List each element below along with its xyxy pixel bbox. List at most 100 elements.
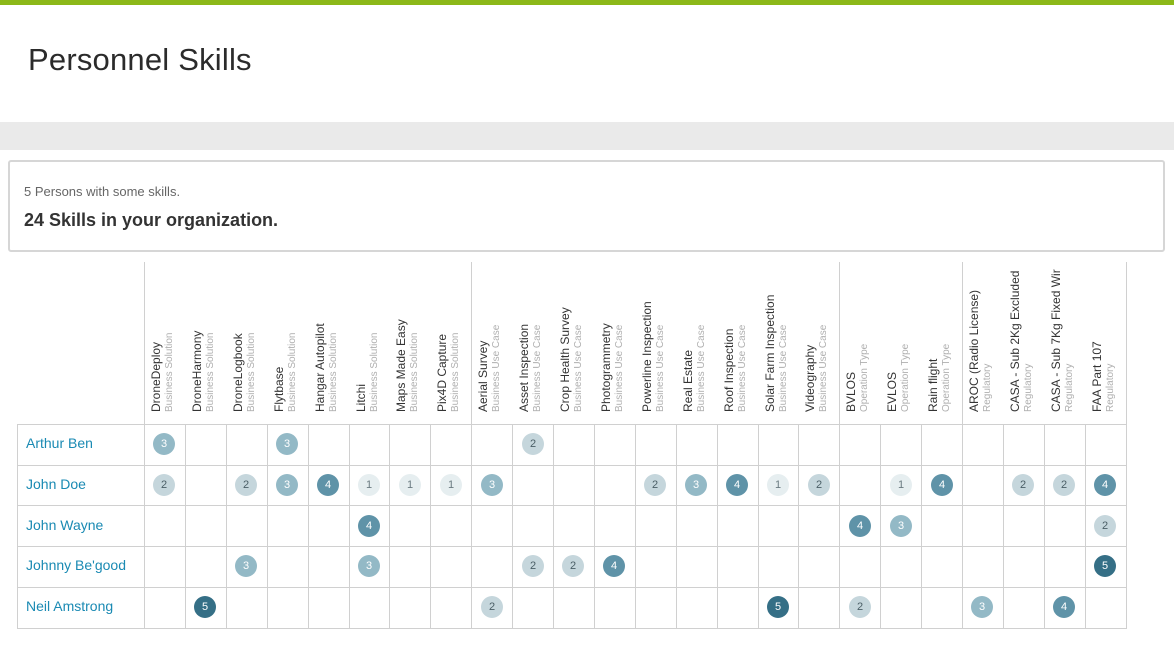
skill-category: Business Use Case [737,324,748,412]
skill-name: Aerial Survey [476,340,490,412]
grid-column-divider [389,424,390,628]
skill-column-header[interactable]: Roof Inspection Business Use Case [722,325,749,412]
skill-level-badge[interactable]: 4 [317,474,339,496]
skill-column-header[interactable]: Flytbase Business Solution [272,333,299,413]
skill-level-badge[interactable]: 4 [603,555,625,577]
grid-column-divider [594,424,595,628]
skill-category: Regulatory [1105,363,1116,412]
skill-level-badge[interactable]: 2 [644,474,666,496]
skill-column-header[interactable]: Photogrammetry Business Use Case [599,323,626,412]
grid-column-divider [635,424,636,628]
skill-level-badge[interactable]: 3 [276,433,298,455]
skill-level-badge[interactable]: 2 [481,596,503,618]
person-name-link[interactable]: Arthur Ben [26,435,93,451]
person-name-link[interactable]: John Doe [26,476,86,492]
skill-column-header[interactable]: DroneLogbook Business Solution [231,333,258,413]
skill-category: Business Solution [246,332,257,413]
skill-column-header[interactable]: Powerline Inspection Business Use Case [640,301,667,412]
skill-column-header[interactable]: FAA Part 107 Regulatory [1090,341,1117,412]
person-name-link[interactable]: Johnny Be'good [26,557,126,573]
skill-level-badge[interactable]: 3 [685,474,707,496]
skills-count-text: 24 Skills in your organization. [24,210,279,230]
skill-level-badge[interactable]: 2 [1094,515,1116,537]
skill-column-header[interactable]: Crop Health Survey Business Use Case [558,307,585,412]
skill-level-badge[interactable]: 1 [399,474,421,496]
skill-column-header[interactable]: Real Estate Business Use Case [681,325,708,412]
skill-category: Business Solution [369,332,380,413]
skill-level-badge[interactable]: 3 [481,474,503,496]
skill-column-header[interactable]: CASA - Sub 2Kg Excluded Regulatory [1008,271,1035,412]
skill-level-badge[interactable]: 4 [358,515,380,537]
skill-column-header[interactable]: Aerial Survey Business Use Case [476,325,503,412]
skill-level-badge[interactable]: 5 [194,596,216,618]
skill-column-header[interactable]: EVLOS Operation Type [885,344,912,412]
skill-level-badge[interactable]: 2 [235,474,257,496]
skill-level-badge[interactable]: 1 [890,474,912,496]
page-title: Personnel Skills [28,42,252,77]
skill-level-badge[interactable]: 3 [358,555,380,577]
skill-category: Business Use Case [573,324,584,412]
skill-name: Roof Inspection [722,328,736,412]
skill-column-header[interactable]: CASA - Sub 7Kg Fixed Wir Regulatory [1049,269,1076,412]
skill-category: Business Use Case [655,324,666,412]
skill-name: Real Estate [681,349,695,412]
grid-column-divider [471,262,472,628]
skill-level-badge[interactable]: 5 [1094,555,1116,577]
skill-column-header[interactable]: DroneDeploy Business Solution [149,333,176,413]
skill-column-header[interactable]: AROC (Radio License) Regulatory [967,290,994,412]
skill-column-header[interactable]: Maps Made Easy Business Solution [394,319,421,412]
grid-column-divider [758,424,759,628]
skill-column-header[interactable]: Hangar Autopilot Business Solution [313,323,340,412]
grid-column-divider [798,424,799,628]
skill-category: Business Solution [328,332,339,413]
skill-level-badge[interactable]: 3 [235,555,257,577]
grid-column-divider [1044,424,1045,628]
skill-level-badge[interactable]: 1 [358,474,380,496]
skill-name: Rain flight [926,358,940,412]
skill-category: Operation Type [859,343,870,412]
skill-column-header[interactable]: Videography Business Use Case [803,325,830,412]
skill-level-badge[interactable]: 3 [890,515,912,537]
skill-column-header[interactable]: Rain flight Operation Type [926,344,953,412]
grid-column-divider [144,262,145,628]
skill-column-header[interactable]: DroneHarmony Business Solution [190,331,217,412]
skill-level-badge[interactable]: 3 [971,596,993,618]
skill-column-header[interactable]: Litchi Business Solution [354,333,381,413]
skill-level-badge[interactable]: 5 [767,596,789,618]
skill-category: Business Solution [205,332,216,413]
skill-level-badge[interactable]: 1 [440,474,462,496]
skill-level-badge[interactable]: 4 [849,515,871,537]
skill-level-badge[interactable]: 2 [153,474,175,496]
person-name-link[interactable]: John Wayne [26,517,104,533]
skill-level-badge[interactable]: 2 [1053,474,1075,496]
skill-level-badge[interactable]: 2 [522,433,544,455]
grid-column-divider [267,424,268,628]
skill-level-badge[interactable]: 3 [276,474,298,496]
skill-name: Crop Health Survey [558,307,572,412]
skill-level-badge[interactable]: 2 [522,555,544,577]
skill-column-header[interactable]: Asset Inspection Business Use Case [517,324,544,412]
skill-level-badge[interactable]: 2 [808,474,830,496]
skill-column-header[interactable]: Pix4D Capture Business Solution [435,333,462,413]
skill-level-badge[interactable]: 4 [1094,474,1116,496]
top-accent-bar [0,0,1174,5]
skill-level-badge[interactable]: 4 [726,474,748,496]
skill-name: Solar Farm Inspection [763,294,777,412]
skill-name: Flytbase [272,366,286,412]
skill-level-badge[interactable]: 2 [1012,474,1034,496]
grid-column-divider [226,424,227,628]
skill-name: CASA - Sub 7Kg Fixed Wir [1049,269,1063,412]
person-name-link[interactable]: Neil Amstrong [26,598,114,614]
skill-name: EVLOS [885,371,899,412]
skill-level-badge[interactable]: 2 [849,596,871,618]
skill-level-badge[interactable]: 4 [931,474,953,496]
skill-category: Business Solution [450,332,461,413]
skill-level-badge[interactable]: 3 [153,433,175,455]
skill-column-header[interactable]: BVLOS Operation Type [844,344,871,412]
skill-level-badge[interactable]: 1 [767,474,789,496]
skill-level-badge[interactable]: 4 [1053,596,1075,618]
skill-level-badge[interactable]: 2 [562,555,584,577]
skill-column-header[interactable]: Solar Farm Inspection Business Use Case [763,295,790,412]
skill-name: Powerline Inspection [640,301,654,412]
